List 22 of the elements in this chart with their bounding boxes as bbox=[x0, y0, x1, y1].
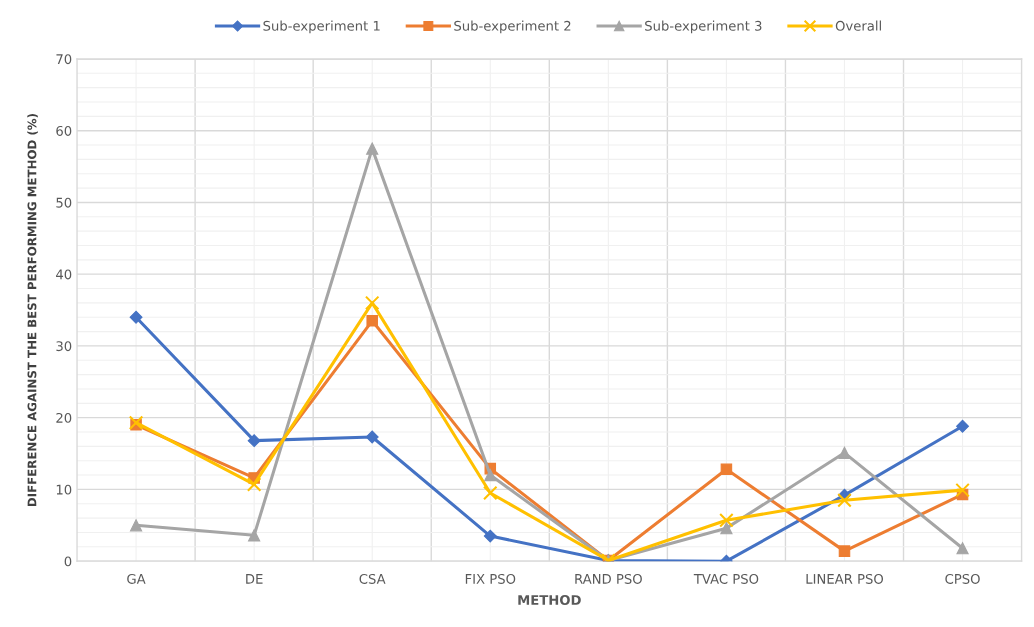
x-axis-title: METHOD bbox=[518, 595, 581, 605]
x-tick-label: LINEAR PSO bbox=[806, 573, 884, 584]
x-tick-label: FIX PSO bbox=[465, 573, 516, 584]
y-tick-label: 60 bbox=[56, 125, 72, 136]
y-tick-label: 70 bbox=[56, 54, 72, 65]
legend-label: Sub-experiment 2 bbox=[454, 20, 571, 34]
x-tick-label: CSA bbox=[359, 573, 386, 584]
y-tick-label: 10 bbox=[56, 484, 72, 495]
x-tick-label: CPSO bbox=[945, 573, 980, 584]
legend-label: Sub-experiment 3 bbox=[645, 20, 762, 34]
x-tick-label: GA bbox=[127, 573, 146, 584]
x-tick-label: TVAC PSO bbox=[693, 573, 759, 584]
y-tick-label: 30 bbox=[56, 341, 72, 352]
x-tick-label: DE bbox=[246, 574, 263, 584]
y-axis-title: DIFFERENCE AGAINST THE BEST PERFORMING METHOD (%) bbox=[27, 114, 38, 507]
y-tick-label: 0 bbox=[64, 556, 72, 567]
y-tick-label: 40 bbox=[56, 269, 72, 280]
y-tick-label: 50 bbox=[56, 197, 72, 208]
legend-label: Overall bbox=[835, 20, 881, 31]
x-tick-label: RAND PSO bbox=[575, 573, 642, 584]
y-tick-label: 20 bbox=[56, 412, 72, 423]
legend-label: Sub-experiment 1 bbox=[263, 20, 380, 34]
